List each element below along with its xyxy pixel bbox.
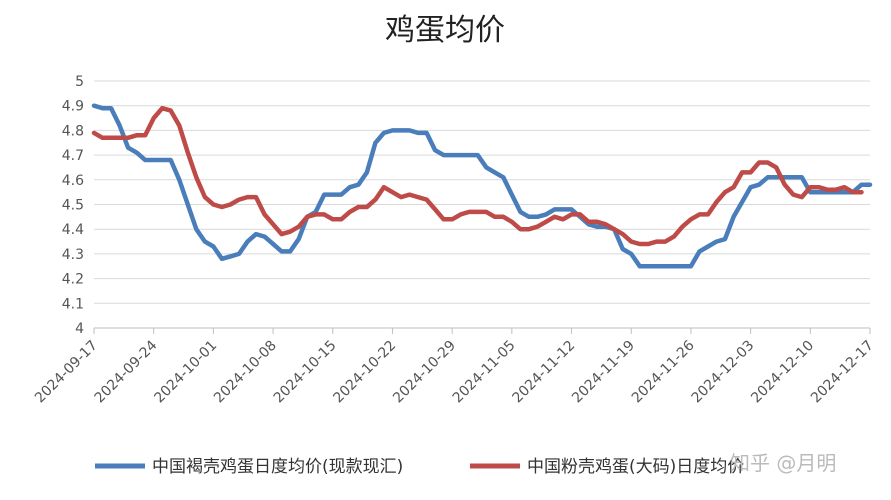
x-tick-label: 2024-12-10 [748, 338, 817, 407]
watermark: 知乎 @月明 [730, 451, 836, 475]
y-tick-label: 4.1 [62, 296, 84, 312]
x-tick-label: 2024-10-29 [390, 338, 459, 407]
y-tick-label: 4.9 [62, 99, 84, 115]
series-line-2 [91, 105, 864, 247]
x-tick-label: 2024-12-17 [808, 338, 877, 407]
chart-title: 鸡蛋均价 [385, 13, 505, 48]
x-tick-label: 2024-10-22 [330, 338, 399, 407]
y-tick-label: 4 [75, 321, 84, 337]
y-tick-label: 4.7 [62, 148, 84, 164]
x-tick-label: 2024-11-19 [569, 338, 638, 407]
y-tick-label: 4.5 [62, 198, 84, 214]
x-tick-label: 2024-11-26 [629, 337, 698, 406]
y-tick-label: 5 [75, 74, 84, 90]
x-tick-label: 2024-09-24 [92, 337, 161, 406]
x-tick-label: 2024-10-15 [271, 338, 340, 407]
x-tick-label: 2024-11-05 [450, 338, 519, 407]
y-tick-label: 4.6 [62, 173, 84, 189]
y-tick-label: 4.3 [62, 247, 84, 263]
x-tick-label: 2024-09-17 [32, 338, 101, 407]
x-tick-label: 2024-10-08 [211, 338, 280, 407]
legend-label-1: 中国褐壳鸡蛋日度均价(现款现汇) [152, 457, 403, 477]
x-tick-label: 2024-10-01 [151, 338, 220, 407]
x-tick-label: 2024-11-12 [510, 338, 579, 407]
x-tick-label: 2024-12-03 [689, 338, 758, 407]
y-tick-label: 4.8 [62, 123, 84, 139]
series-line-1 [91, 103, 873, 269]
y-tick-label: 4.4 [62, 222, 84, 238]
legend-label-2: 中国粉壳鸡蛋(大码)日度均价 [527, 457, 744, 477]
y-tick-label: 4.2 [62, 272, 84, 288]
